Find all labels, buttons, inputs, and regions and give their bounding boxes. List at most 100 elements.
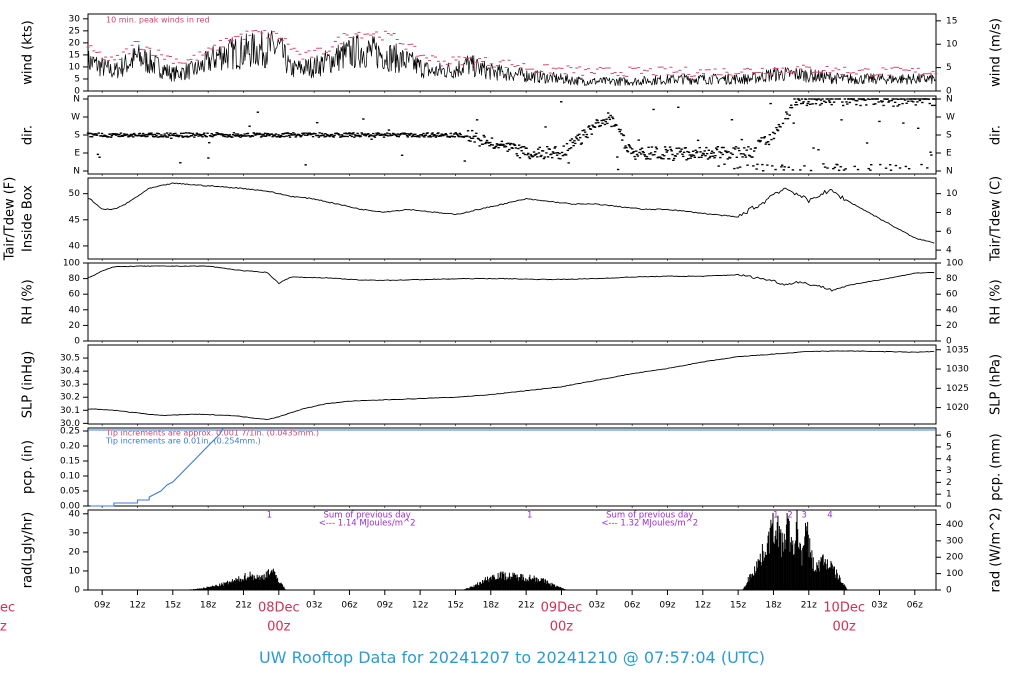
temp-left-tick-label: 45: [69, 215, 80, 225]
rh-right-tick-label: 0: [946, 337, 952, 347]
x-tick-label: 21z: [518, 601, 534, 611]
rh-left-tick-label: 80: [69, 274, 81, 284]
pcp-left-tick-label: 0.05: [60, 487, 80, 497]
wind-left-tick-label: 25: [69, 26, 80, 36]
dir-right-tick-label: E: [946, 149, 952, 159]
slp-panel: [87, 344, 937, 425]
slp-left-tick-label: 30.5: [60, 354, 80, 364]
dir-left-tick-label: S: [74, 131, 80, 141]
wind-left-tick-label: 20: [69, 38, 81, 48]
x-day-time: 00z: [832, 620, 856, 635]
x-tick-label: 12z: [695, 601, 711, 611]
slp-right-tick-label: 1030: [946, 365, 969, 375]
x-tick-label: 12z: [129, 601, 145, 611]
pcp-right-tick-label: 0: [946, 502, 952, 512]
rad-y-label-right: rad (W/m^2): [989, 508, 1004, 593]
pcp-right-tick-label: 4: [946, 454, 952, 464]
slp-line: [87, 350, 935, 421]
rh-right-tick-label: 40: [946, 305, 958, 315]
x-tick-label: 09z: [94, 601, 110, 611]
x-day-label: 08Dec: [258, 601, 300, 616]
rh-line: [87, 265, 935, 292]
rad-right-tick-label: 400: [946, 520, 963, 530]
pcp-right-tick-label: 3: [946, 466, 952, 476]
x-day-label: 10Dec: [823, 601, 865, 616]
temp-y-label-left-2: Inside Box: [21, 185, 36, 252]
rad-left-tick-label: 0: [74, 586, 80, 596]
wind-left-tick-label: 10: [69, 62, 81, 72]
slp-y-label-right: SLP (hPa): [989, 354, 1004, 415]
x-day-label: 09Dec: [541, 601, 583, 616]
wind-left-tick-label: 30: [69, 14, 81, 24]
slp-right-tick-label: 1020: [946, 403, 969, 413]
x-day-label-fragment: ec: [0, 601, 15, 616]
rad-annotation: 2: [787, 511, 792, 521]
x-day-time: 00z: [267, 620, 291, 635]
wind-peak-note: 10 min. peak winds in red: [106, 16, 210, 25]
rad-y-label-left: rad(Lgly/hr): [21, 512, 36, 588]
x-tick-label: 09z: [659, 601, 675, 611]
slp-left-tick-label: 30.3: [60, 380, 80, 390]
x-tick-label: 06z: [624, 601, 640, 611]
dir-y-label-right: dir.: [989, 125, 1004, 145]
pcp-right-tick-label: 2: [946, 478, 952, 488]
pcp-panel: [87, 427, 937, 507]
dir-left-tick-label: E: [74, 149, 80, 159]
rh-left-tick-label: 20: [69, 321, 81, 331]
temp-left-tick-label: 40: [69, 241, 81, 251]
rad-right-tick-label: 200: [946, 553, 963, 563]
temp-line: [87, 182, 935, 244]
wind-right-tick-label: 0: [946, 87, 952, 97]
wind-left-tick-label: 5: [74, 74, 80, 84]
dir-y-label-left: dir.: [21, 125, 36, 145]
wind-left-tick-label: 15: [69, 50, 80, 60]
x-tick-label: 18z: [483, 601, 499, 611]
rh-left-tick-label: 0: [74, 337, 80, 347]
wind-right-tick-label: 5: [946, 63, 952, 73]
pcp-left-tick-label: 0.10: [60, 472, 80, 482]
x-tick-label: 15z: [447, 601, 463, 611]
rh-right-tick-label: 100: [946, 259, 963, 269]
x-tick-label: 18z: [765, 601, 781, 611]
pcp-right-tick-label: 5: [946, 442, 952, 452]
slp-left-tick-label: 30.0: [60, 419, 80, 429]
dir-right-tick-label: S: [946, 131, 952, 141]
x-tick-label: 06z: [341, 601, 357, 611]
pcp-y-label-left: pcp. (in): [21, 440, 36, 494]
rad-right-tick-label: 0: [946, 586, 952, 596]
temp-panel: [87, 177, 937, 260]
dir-right-tick-label: N: [946, 167, 953, 177]
wind-right-tick-label: 15: [946, 16, 957, 26]
pcp-left-tick-label: 0.00: [60, 502, 80, 512]
rh-y-label-right: RH (%): [989, 279, 1004, 324]
slp-right-tick-label: 1035: [946, 345, 969, 355]
rad-left-tick-label: 10: [69, 566, 81, 576]
wind-y-label-left: wind (kts): [21, 20, 36, 84]
x-tick-label: 12z: [412, 601, 428, 611]
rad-annotation: Sum of previous day: [606, 511, 693, 521]
x-tick-label: 15z: [165, 601, 181, 611]
rh-right-tick-label: 20: [946, 321, 958, 331]
pcp-left-tick-label: 0.20: [60, 442, 80, 452]
rh-right-tick-label: 60: [946, 290, 958, 300]
slp-right-tick-label: 1025: [946, 384, 969, 394]
dir-left-tick-label: W: [71, 113, 80, 123]
rad-annotation: Sum of previous day: [323, 511, 410, 521]
dir-left-tick-label: N: [73, 95, 80, 105]
slp-left-tick-label: 30.4: [60, 367, 80, 377]
rad-right-tick-label: 300: [946, 536, 963, 546]
rh-y-label-left: RH (%): [21, 279, 36, 324]
rad-right-tick-label: 100: [946, 569, 963, 579]
temp-right-tick-label: 8: [946, 208, 952, 218]
rad-left-tick-label: 30: [69, 528, 81, 538]
x-day-time-fragment: z: [0, 620, 7, 635]
dir-left-tick-label: N: [73, 167, 80, 177]
temp-left-tick-label: 50: [69, 189, 81, 199]
rad-annotation: 1: [267, 511, 272, 521]
x-tick-label: 03z: [306, 601, 322, 611]
rh-left-tick-label: 40: [69, 305, 81, 315]
rad-left-tick-label: 40: [69, 509, 81, 519]
pcp-accum-line: [90, 427, 224, 507]
